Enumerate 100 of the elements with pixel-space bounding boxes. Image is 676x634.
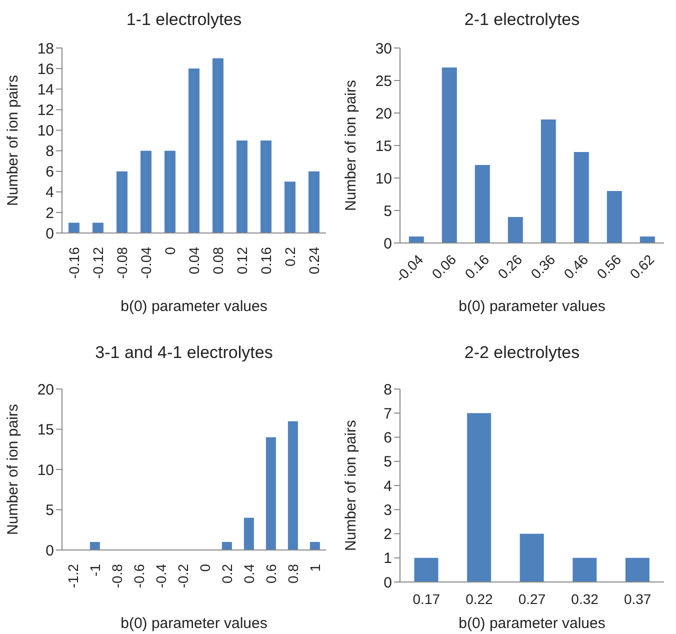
- bar: [244, 518, 254, 550]
- y-tick-label: 30: [375, 40, 392, 58]
- bar: [212, 58, 224, 233]
- x-tick-label: -1.2: [64, 564, 81, 588]
- x-tick-label: -0.2: [174, 564, 191, 588]
- bar: [288, 421, 298, 550]
- x-tick-label: -0.4: [152, 564, 169, 588]
- x-axis-title: b(0) parameter values: [458, 298, 606, 315]
- bar: [68, 222, 80, 233]
- x-tick-label: 1: [306, 564, 323, 572]
- x-axis-title: b(0) parameter values: [458, 615, 606, 632]
- bar: [574, 152, 589, 243]
- bar: [236, 140, 248, 233]
- y-tick-label: 10: [375, 170, 392, 188]
- bar: [266, 437, 276, 550]
- chart-title: 1-1 electrolytes: [125, 9, 243, 31]
- x-tick-label: 0.46: [560, 251, 592, 282]
- x-tick-label: -0.16: [66, 246, 82, 279]
- x-tick-label: 0.4: [240, 564, 257, 584]
- x-tick-label: 0.6: [262, 564, 279, 584]
- y-tick-label: 8: [46, 143, 54, 160]
- x-tick-label: 0: [162, 246, 178, 255]
- chart-title: 3-1 and 4-1 electrolytes: [94, 342, 274, 364]
- bar: [414, 558, 438, 582]
- y-tick-label: 5: [384, 454, 392, 471]
- bar: [442, 68, 457, 243]
- y-tick-label: 15: [375, 138, 392, 155]
- bar: [606, 191, 622, 243]
- bar: [467, 413, 492, 582]
- y-tick-label: 12: [37, 102, 54, 119]
- y-tick-label: 4: [384, 478, 392, 495]
- bar: [90, 542, 100, 550]
- x-tick-label: 0.04: [186, 246, 202, 274]
- x-tick-label: -0.12: [90, 246, 106, 279]
- y-axis-title: Number of ion pairs: [4, 75, 22, 206]
- x-tick-label: -0.6: [130, 564, 147, 588]
- x-tick-label: 0.26: [494, 251, 526, 282]
- y-axis-title: Number of ion pairs: [342, 80, 360, 211]
- y-tick-label: 16: [37, 60, 54, 78]
- y-tick-label: 8: [384, 381, 392, 398]
- x-tick-label: 0.17: [412, 591, 440, 607]
- y-tick-label: 7: [384, 405, 392, 422]
- x-tick-label: 0.56: [594, 251, 624, 282]
- bar: [284, 182, 296, 233]
- y-tick-label: 0: [384, 235, 392, 252]
- bar: [308, 171, 320, 233]
- y-axis-title: Number of ion pairs: [342, 420, 360, 551]
- x-tick-label: -0.04: [138, 246, 154, 279]
- bar: [92, 222, 104, 233]
- bar: [625, 558, 650, 582]
- bar: [508, 217, 523, 243]
- bar: [260, 140, 272, 233]
- y-tick-label: 0: [46, 542, 54, 560]
- x-tick-label: 0.2: [282, 246, 298, 266]
- x-tick-label: -1: [86, 564, 103, 576]
- x-tick-label: 0.16: [258, 246, 274, 274]
- y-tick-label: 5: [384, 202, 392, 220]
- y-tick-label: 14: [37, 81, 54, 98]
- x-tick-label: 0.22: [466, 591, 494, 607]
- y-tick-label: 2: [384, 526, 392, 544]
- x-tick-label: 0: [196, 564, 213, 572]
- y-tick-label: 10: [37, 122, 54, 140]
- y-tick-label: 15: [37, 422, 54, 439]
- bar: [572, 558, 597, 582]
- x-tick-label: -0.8: [108, 564, 125, 588]
- x-tick-label: 0.16: [462, 251, 492, 282]
- x-axis-title: b(0) parameter values: [120, 298, 268, 315]
- bar: [164, 150, 176, 233]
- chart-title: 2-1 electrolytes: [463, 9, 581, 31]
- x-tick-label: 0.08: [210, 246, 226, 274]
- y-tick-label: 3: [384, 502, 392, 519]
- y-tick-label: 6: [46, 164, 54, 181]
- bar: [520, 534, 544, 582]
- y-tick-label: 4: [46, 184, 54, 202]
- x-tick-label: 0.8: [284, 564, 301, 584]
- y-tick-label: 5: [46, 502, 54, 520]
- bar: [188, 68, 200, 233]
- bar: [408, 236, 424, 243]
- bar: [474, 165, 490, 243]
- y-axis-title: Number of ion pairs: [4, 404, 22, 535]
- x-tick-label: 0.37: [624, 591, 652, 607]
- x-axis-title: b(0) parameter values: [120, 615, 268, 632]
- x-tick-label: 0.24: [306, 246, 322, 274]
- y-tick-label: 18: [37, 40, 54, 58]
- y-tick-label: 20: [375, 105, 392, 122]
- bar: [140, 150, 152, 233]
- x-tick-label: -0.08: [114, 246, 130, 279]
- x-tick-label: 0.2: [218, 564, 235, 584]
- x-tick-label: 0.27: [518, 591, 546, 607]
- y-tick-label: 25: [375, 72, 392, 90]
- x-tick-label: 0.32: [571, 591, 599, 607]
- chart-title: 2-2 electrolytes: [463, 342, 581, 364]
- bar: [116, 171, 128, 233]
- x-tick-label: 0.12: [234, 246, 250, 274]
- bar: [540, 120, 556, 243]
- bar: [310, 542, 320, 550]
- y-tick-label: 6: [384, 430, 392, 447]
- x-tick-label: 0.62: [626, 251, 658, 282]
- y-tick-label: 2: [46, 204, 54, 222]
- y-tick-label: 10: [37, 462, 54, 479]
